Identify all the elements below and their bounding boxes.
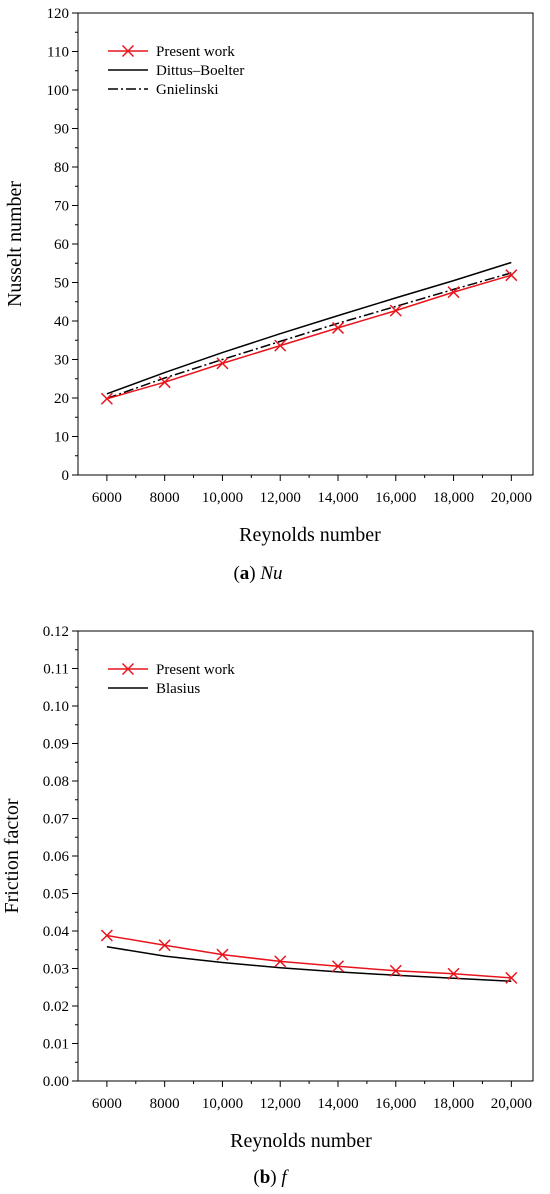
y-tick-label: 0.01 <box>43 1037 69 1053</box>
x-tick-label: 20,000 <box>491 1096 532 1112</box>
y-tick-label: 120 <box>47 6 70 22</box>
y-tick-label: 0.02 <box>43 999 69 1015</box>
y-axis-label: Friction factor <box>1 798 23 913</box>
data-point <box>100 929 113 942</box>
legend-marker <box>121 44 135 58</box>
y-tick-label: 0.07 <box>43 812 70 828</box>
y-axis: 0.00 0.01 0.02 0.03 0.04 0.05 0.06 0.07 0.08 0.09… <box>43 624 78 1090</box>
legend-label: Gnielinski <box>156 82 219 98</box>
series-line <box>106 274 512 400</box>
x-tick-label: 18,000 <box>433 490 474 506</box>
legend: Present work Dittus–Boelter Gnielinski <box>108 44 244 98</box>
data-point <box>274 955 287 968</box>
y-tick-label: 0.03 <box>43 962 69 978</box>
x-axis-label: Reynolds number <box>239 524 381 546</box>
nusselt-chart: 0 10 20 30 40 50 60 70 80 90 100 110 120 6000 8000 10,… <box>4 6 534 584</box>
series-line <box>106 261 512 395</box>
y-tick-label: 90 <box>54 122 69 138</box>
x-tick-label: 16,000 <box>375 490 416 506</box>
data-point <box>331 960 345 973</box>
y-tick-label: 0.08 <box>43 774 69 790</box>
x-tick-label: 10,000 <box>202 1096 243 1112</box>
y-tick-label: 0.06 <box>43 849 70 865</box>
x-tick-label: 6000 <box>92 490 122 506</box>
x-axis: 6000 8000 10,000 12,000 14,000 16,000 18,000 20… <box>92 1081 532 1112</box>
y-tick-label: 80 <box>54 160 69 176</box>
y-tick-label: 0.09 <box>43 737 69 753</box>
y-tick-label: 70 <box>54 199 69 215</box>
data-point <box>158 376 171 389</box>
y-tick-label: 40 <box>54 314 69 330</box>
y-tick-label: 50 <box>54 276 69 292</box>
data-point <box>389 304 402 317</box>
data-point <box>389 964 402 977</box>
data-point <box>331 321 345 334</box>
series-line <box>106 946 512 983</box>
x-tick-label: 12,000 <box>260 490 301 506</box>
y-axis: 0 10 20 30 40 50 60 70 80 90 100 110 120 <box>47 6 78 484</box>
series-line <box>106 934 512 979</box>
x-tick-label: 20,000 <box>491 490 532 506</box>
y-tick-label: 0.00 <box>43 1074 69 1090</box>
x-tick-label: 6000 <box>92 1096 122 1112</box>
y-tick-label: 100 <box>47 83 70 99</box>
x-tick-label: 14,000 <box>317 490 358 506</box>
y-tick-label: 10 <box>54 430 69 446</box>
caption-b: (b) f <box>253 1167 289 1188</box>
data-point <box>216 357 229 370</box>
x-tick-label: 10,000 <box>202 490 243 506</box>
data-point <box>447 967 460 980</box>
data-point <box>158 939 171 952</box>
data-point <box>505 269 518 282</box>
y-tick-label: 20 <box>54 391 69 407</box>
legend: Present work Blasius <box>108 662 235 697</box>
data-point <box>447 286 460 299</box>
plot-frame <box>77 630 534 1082</box>
series-line <box>106 272 512 400</box>
caption-a: (a) Nu <box>233 563 282 584</box>
x-tick-label: 18,000 <box>433 1096 474 1112</box>
legend-label: Blasius <box>156 681 200 697</box>
data-point <box>216 948 229 961</box>
y-tick-label: 0 <box>62 468 70 484</box>
x-tick-label: 12,000 <box>260 1096 301 1112</box>
legend-label: Present work <box>156 662 235 678</box>
data-point <box>274 339 287 352</box>
y-tick-label: 0.11 <box>43 662 69 678</box>
data-series <box>100 929 518 984</box>
x-tick-label: 8000 <box>150 1096 180 1112</box>
data-point <box>505 971 518 984</box>
y-tick-label: 30 <box>54 353 69 369</box>
legend-label: Present work <box>156 44 235 60</box>
x-axis: 6000 8000 10,000 12,000 14,000 16,000 18,000 20… <box>92 475 532 506</box>
friction-chart: 0.00 0.01 0.02 0.03 0.04 0.05 0.06 0.07 0.08 0.09… <box>1 624 534 1188</box>
y-tick-label: 0.05 <box>43 887 69 903</box>
plot-frame <box>77 12 534 476</box>
legend-marker <box>121 662 135 676</box>
x-axis-label: Reynolds number <box>230 1130 372 1152</box>
legend-label: Dittus–Boelter <box>156 63 244 79</box>
data-point <box>100 392 113 405</box>
y-tick-label: 110 <box>47 45 69 61</box>
y-tick-label: 60 <box>54 237 69 253</box>
y-tick-label: 0.10 <box>43 699 69 715</box>
y-tick-label: 0.04 <box>43 924 70 940</box>
y-tick-label: 0.12 <box>43 624 69 640</box>
x-tick-label: 16,000 <box>375 1096 416 1112</box>
data-series <box>100 261 518 405</box>
y-axis-label: Nusselt number <box>4 181 26 307</box>
x-tick-label: 8000 <box>150 490 180 506</box>
x-tick-label: 14,000 <box>317 1096 358 1112</box>
